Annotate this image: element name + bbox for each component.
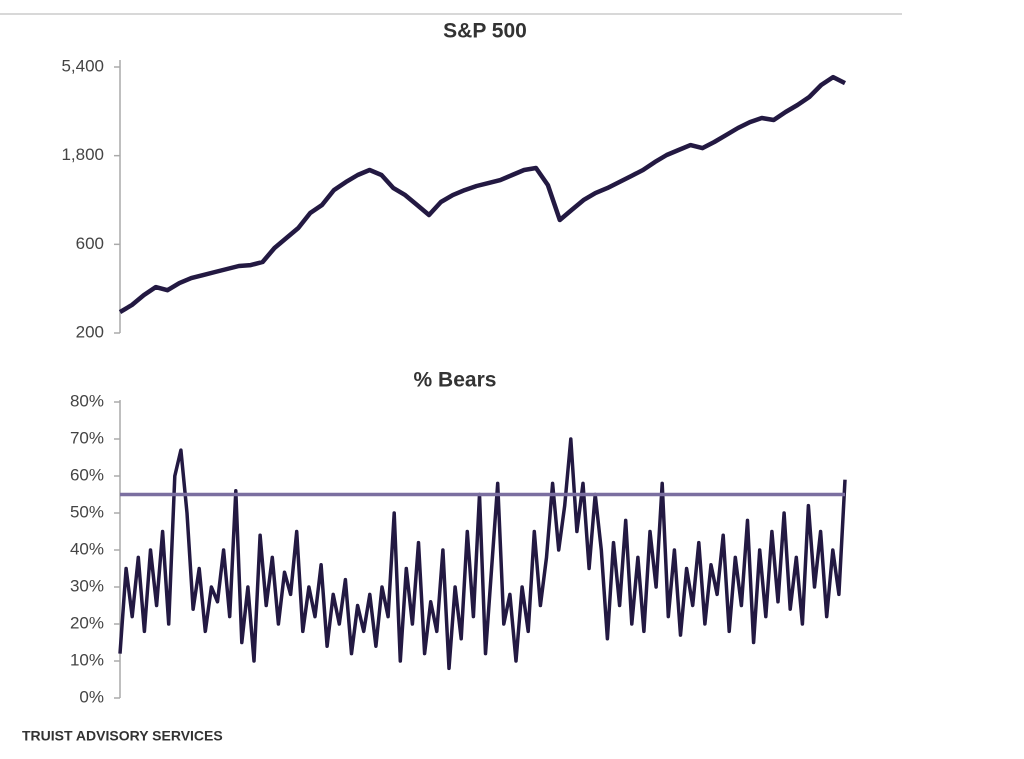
y-tick-label: 50% (70, 502, 104, 521)
y-tick-label: 200 (76, 322, 104, 341)
data-line (118, 437, 847, 671)
y-tick-label: 80% (70, 391, 104, 410)
y-tick-label: 10% (70, 650, 104, 669)
y-tick-label: 5,400 (61, 56, 104, 75)
data-line (118, 74, 847, 315)
footer: TRUIST ADVISORY SERVICES (22, 728, 223, 744)
chart-title: % Bears (414, 369, 497, 392)
y-tick-label: 40% (70, 539, 104, 558)
y-tick-label: 60% (70, 465, 104, 484)
chart-title: S&P 500 (443, 20, 527, 43)
y-tick-label: 70% (70, 428, 104, 447)
y-tick-label: 20% (70, 613, 104, 632)
y-tick-label: 600 (76, 234, 104, 253)
y-tick-label: 30% (70, 576, 104, 595)
y-tick-label: 1,800 (61, 145, 104, 164)
y-tick-label: 0% (79, 687, 104, 706)
